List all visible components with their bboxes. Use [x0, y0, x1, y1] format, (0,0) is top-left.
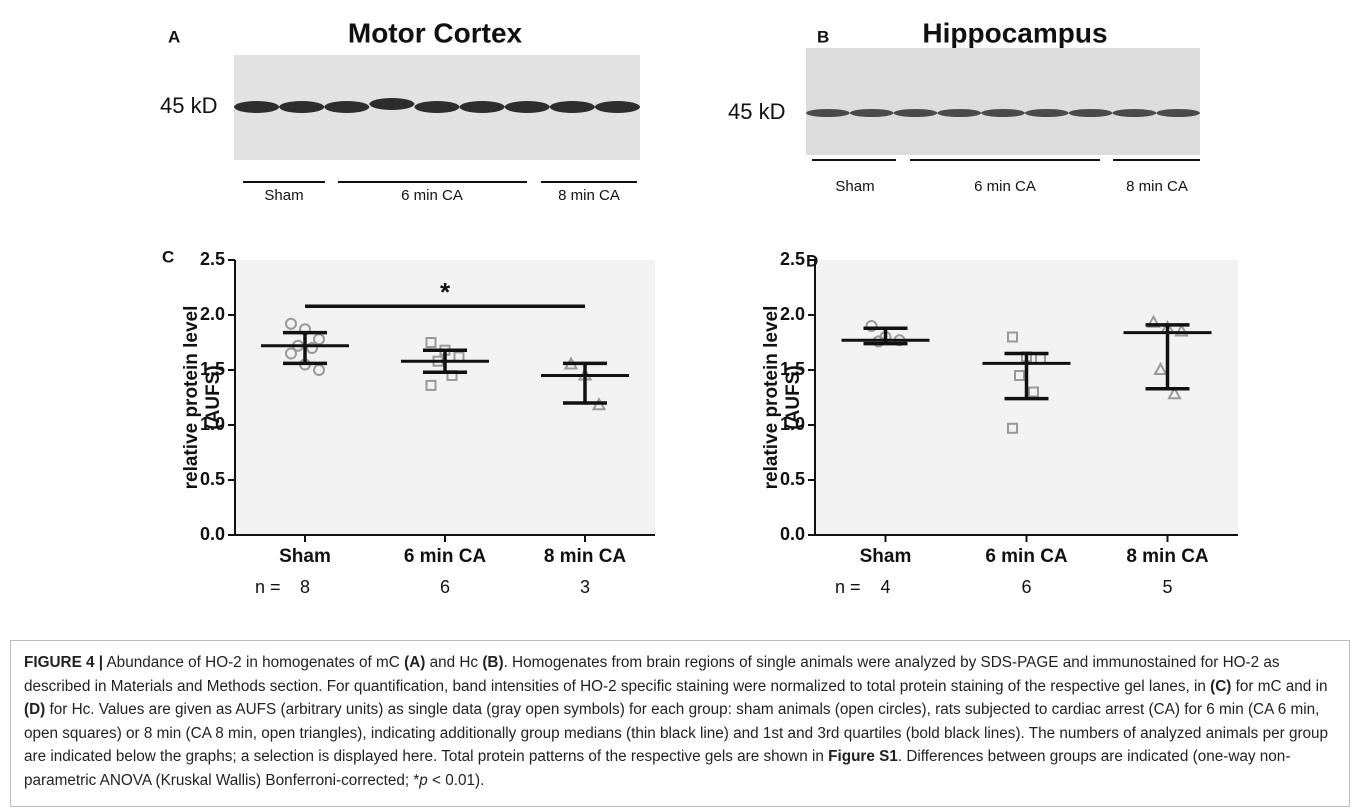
y-tick-label: 2.5: [780, 249, 805, 269]
y-tick-label: 0.5: [780, 469, 805, 489]
group-n: 6: [1021, 577, 1031, 597]
blot-band: [414, 101, 459, 113]
caption-bold: (C): [1210, 678, 1231, 695]
blot-band: [806, 109, 850, 117]
y-tick-label: 2.0: [780, 304, 805, 324]
blot-band: [1069, 109, 1113, 117]
caption-bold: FIGURE 4 |: [24, 654, 103, 671]
lane-label: 8 min CA: [558, 187, 620, 204]
page: A Motor Cortex 45 kD Sham 6 min CA 8 min CA B H…: [0, 0, 1360, 812]
figure: A Motor Cortex 45 kD Sham 6 min CA 8 min CA B H…: [0, 0, 1360, 640]
lane-label: 8 min CA: [1126, 178, 1188, 195]
caption-bold: (B): [482, 654, 503, 671]
caption-text: Abundance of HO-2 in homogenates of mC: [103, 654, 404, 671]
blot-band: [324, 101, 369, 113]
group-n: 5: [1162, 577, 1172, 597]
lane-label: Sham: [835, 178, 874, 195]
blot-band: [460, 101, 505, 113]
group-n: 8: [300, 577, 310, 597]
panel-label: B: [817, 27, 829, 46]
y-tick-label: 2.0: [200, 304, 225, 324]
blot-image: [806, 48, 1200, 155]
y-axis-label: relative protein level: [761, 306, 782, 490]
lane-label: 6 min CA: [974, 178, 1036, 195]
panel-label: C: [162, 247, 174, 266]
x-tick-label: Sham: [860, 546, 912, 567]
blot-band: [505, 101, 550, 113]
x-tick-label: 6 min CA: [985, 546, 1068, 567]
caption-text: < 0.01).: [428, 772, 485, 789]
y-tick-label: 0.0: [200, 524, 225, 544]
blot-band: [894, 109, 938, 117]
molecular-weight-label: 45 kD: [160, 93, 217, 118]
significance-label: *: [440, 277, 451, 307]
caption-text: for mC and in: [1231, 678, 1327, 695]
blot-band: [279, 101, 324, 113]
panel-label: A: [168, 27, 180, 46]
caption: FIGURE 4 | Abundance of HO-2 in homogena…: [10, 640, 1350, 807]
caption-bold: (A): [404, 654, 425, 671]
blot-band: [850, 109, 894, 117]
caption-bold: Figure S1: [828, 748, 898, 765]
n-label: n =: [255, 577, 281, 597]
x-tick-label: Sham: [279, 546, 331, 567]
caption-text: and Hc: [425, 654, 482, 671]
y-axis-label: (AUFS): [783, 365, 804, 429]
blot-band: [595, 101, 640, 113]
y-tick-label: 0.0: [780, 524, 805, 544]
y-tick-label: 0.5: [200, 469, 225, 489]
n-label: n =: [835, 577, 861, 597]
blot-band: [369, 98, 414, 110]
group-n: 3: [580, 577, 590, 597]
blot-band: [550, 101, 595, 113]
group-n: 6: [440, 577, 450, 597]
blot-band: [1112, 109, 1156, 117]
y-axis-label: relative protein level: [181, 306, 202, 490]
group-n: 4: [880, 577, 890, 597]
lane-label: Sham: [264, 187, 303, 204]
x-tick-label: 8 min CA: [1126, 546, 1209, 567]
x-tick-label: 8 min CA: [544, 546, 627, 567]
molecular-weight-label: 45 kD: [728, 99, 785, 124]
blot-title: Hippocampus: [922, 17, 1107, 48]
y-tick-label: 2.5: [200, 249, 225, 269]
y-axis-label: (AUFS): [203, 365, 224, 429]
x-tick-label: 6 min CA: [404, 546, 487, 567]
blot-band: [1156, 109, 1200, 117]
caption-bold: (D): [24, 701, 45, 718]
blot-band: [937, 109, 981, 117]
blot-band: [981, 109, 1025, 117]
caption-italic: p: [419, 772, 428, 789]
blot-title: Motor Cortex: [348, 17, 523, 48]
blot-band: [1025, 109, 1069, 117]
blot-band: [234, 101, 279, 113]
lane-label: 6 min CA: [401, 187, 463, 204]
